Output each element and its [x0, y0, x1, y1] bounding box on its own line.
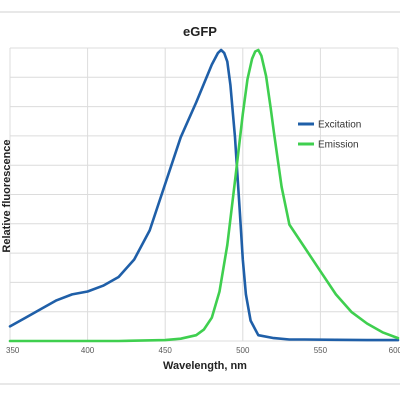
x-tick-label: 400	[81, 346, 95, 355]
x-tick-label: 550	[314, 346, 328, 355]
chart-title: eGFP	[183, 24, 217, 39]
series-line-emission	[8, 48, 400, 343]
legend-label-excitation: Excitation	[318, 120, 361, 131]
x-axis-label: Wavelength, nm	[163, 360, 247, 372]
x-tick-label: 600	[389, 346, 400, 355]
legend: Excitation Emission	[298, 120, 361, 151]
legend-label-emission: Emission	[318, 140, 359, 151]
x-tick-label: 450	[159, 346, 173, 355]
x-ticks: 350 400 450 500 550 600	[6, 346, 400, 355]
x-tick-label: 500	[236, 346, 250, 355]
grid	[9, 47, 399, 342]
series-line-excitation	[8, 48, 400, 342]
y-axis-label: Relative fluorescence	[1, 139, 13, 252]
series-group	[8, 48, 400, 343]
x-tick-label: 350	[6, 346, 20, 355]
